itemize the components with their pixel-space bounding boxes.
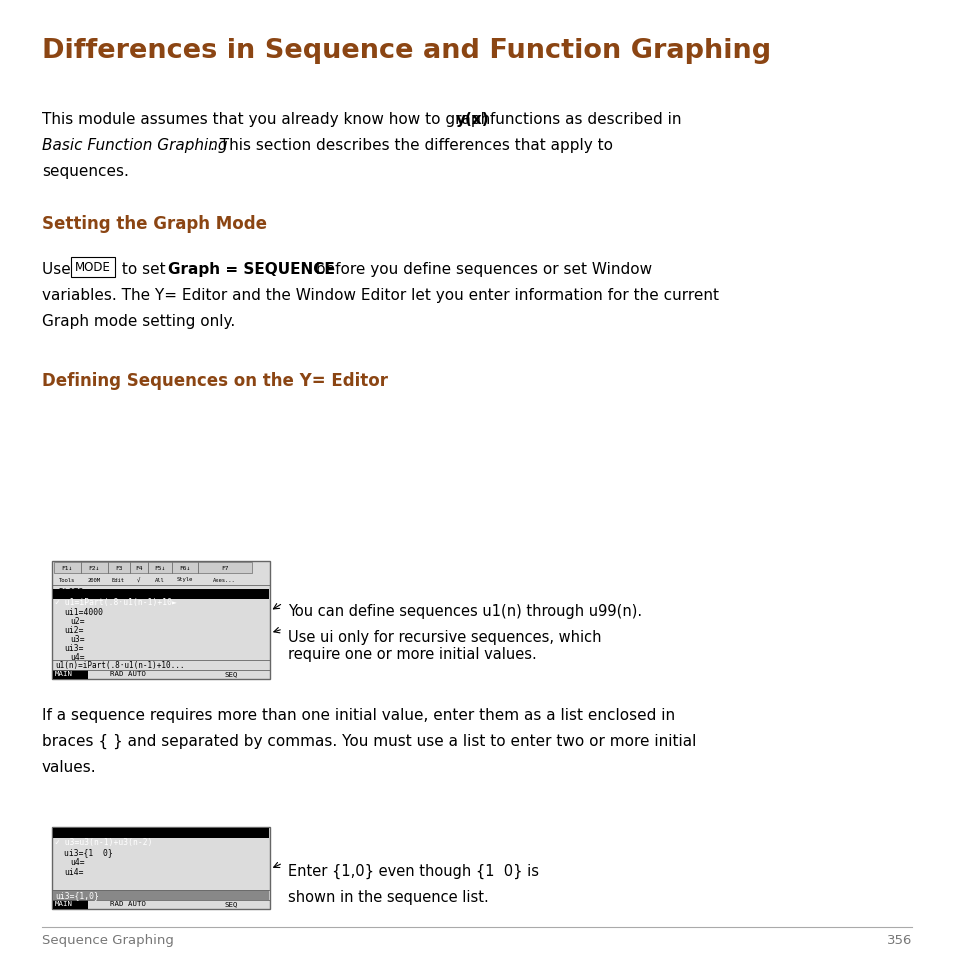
FancyBboxPatch shape — [197, 562, 252, 573]
Text: u2=: u2= — [70, 617, 85, 625]
Bar — [53, 828, 269, 838]
Text: ui3=: ui3= — [64, 643, 84, 652]
Text: If a sequence requires more than one initial value, enter them as a list enclose: If a sequence requires more than one ini… — [42, 707, 675, 722]
Text: Style: Style — [176, 577, 193, 582]
Text: u4=: u4= — [70, 857, 85, 866]
Text: ui2=: ui2= — [64, 625, 84, 635]
Bar — [52, 561, 270, 679]
Text: ui3={1  0}: ui3={1 0} — [64, 847, 112, 856]
Text: Sequence Graphing: Sequence Graphing — [42, 933, 173, 946]
Bar — [52, 827, 270, 909]
Text: Edit: Edit — [112, 577, 125, 582]
Text: SEQ: SEQ — [224, 901, 237, 906]
Text: F1↓: F1↓ — [61, 565, 72, 570]
FancyBboxPatch shape — [172, 562, 197, 573]
Text: Differences in Sequence and Function Graphing: Differences in Sequence and Function Gra… — [42, 38, 770, 64]
Text: F7: F7 — [220, 565, 228, 570]
Text: This module assumes that you already know how to graph: This module assumes that you already kno… — [42, 112, 495, 127]
Text: MAIN: MAIN — [55, 901, 73, 906]
Text: ✓ u1=iPart(.8·u1(n-1)+10►: ✓ u1=iPart(.8·u1(n-1)+10► — [55, 598, 176, 607]
Text: Graph mode setting only.: Graph mode setting only. — [42, 314, 235, 329]
Text: -PLOTS: -PLOTS — [55, 587, 84, 597]
Text: ui3={1,0}: ui3={1,0} — [55, 890, 99, 900]
Text: ✓ u3=u3(n-1)+u3(n-2): ✓ u3=u3(n-1)+u3(n-2) — [55, 837, 152, 846]
Text: values.: values. — [42, 760, 96, 774]
Text: shown in the sequence list.: shown in the sequence list. — [288, 889, 488, 904]
Text: Defining Sequences on the Y= Editor: Defining Sequences on the Y= Editor — [42, 372, 388, 390]
FancyBboxPatch shape — [53, 562, 80, 573]
Text: before you define sequences or set Window: before you define sequences or set Windo… — [311, 262, 652, 276]
FancyBboxPatch shape — [80, 562, 108, 573]
Text: RAD AUTO: RAD AUTO — [110, 901, 146, 906]
Text: RAD AUTO: RAD AUTO — [110, 671, 146, 677]
Text: Basic Function Graphing: Basic Function Graphing — [42, 138, 227, 152]
Text: F6↓: F6↓ — [179, 565, 190, 570]
Text: u3=: u3= — [70, 635, 85, 643]
FancyBboxPatch shape — [148, 562, 172, 573]
Bar — [53, 901, 88, 908]
Text: Tools: Tools — [59, 577, 75, 582]
Text: Use ui only for recursive sequences, which: Use ui only for recursive sequences, whi… — [288, 629, 601, 644]
Text: Enter {1,0} even though {1  0} is: Enter {1,0} even though {1 0} is — [288, 863, 538, 879]
Text: F4: F4 — [134, 565, 142, 570]
Text: F2↓: F2↓ — [89, 565, 99, 570]
FancyBboxPatch shape — [108, 562, 130, 573]
Bar — [53, 671, 88, 679]
Text: braces { } and separated by commas. You must use a list to enter two or more ini: braces { } and separated by commas. You … — [42, 733, 696, 748]
Bar — [53, 890, 269, 900]
Text: to set: to set — [117, 262, 171, 276]
Text: 356: 356 — [885, 933, 911, 946]
Text: MAIN: MAIN — [55, 671, 73, 677]
Text: ui1=4000: ui1=4000 — [64, 607, 103, 617]
Text: require one or more initial values.: require one or more initial values. — [288, 647, 537, 661]
Text: ui4=: ui4= — [64, 867, 84, 876]
Text: . This section describes the differences that apply to: . This section describes the differences… — [210, 138, 613, 152]
Text: y(x): y(x) — [456, 112, 489, 127]
FancyBboxPatch shape — [130, 562, 148, 573]
Text: functions as described in: functions as described in — [485, 112, 681, 127]
Text: Graph = SEQUENCE: Graph = SEQUENCE — [169, 262, 335, 276]
Text: variables. The Y= Editor and the Window Editor let you enter information for the: variables. The Y= Editor and the Window … — [42, 288, 719, 303]
Bar — [53, 589, 269, 598]
Text: You can define sequences u1(n) through u99(n).: You can define sequences u1(n) through u… — [288, 603, 641, 618]
Text: u1(n)=iPart(.8·u1(n-1)+10...: u1(n)=iPart(.8·u1(n-1)+10... — [55, 660, 184, 670]
Text: sequences.: sequences. — [42, 164, 129, 179]
Text: F3: F3 — [114, 565, 122, 570]
FancyBboxPatch shape — [71, 257, 115, 277]
Text: 200M: 200M — [88, 577, 100, 582]
Text: F5↓: F5↓ — [153, 565, 165, 570]
Text: Setting the Graph Mode: Setting the Graph Mode — [42, 214, 267, 233]
Text: MODE: MODE — [75, 261, 111, 274]
Text: All: All — [154, 577, 164, 582]
Text: Axes...: Axes... — [213, 577, 235, 582]
Text: √: √ — [136, 577, 140, 582]
Text: SEQ: SEQ — [224, 671, 237, 677]
Text: u4=: u4= — [70, 652, 85, 661]
Text: Use: Use — [42, 262, 75, 276]
